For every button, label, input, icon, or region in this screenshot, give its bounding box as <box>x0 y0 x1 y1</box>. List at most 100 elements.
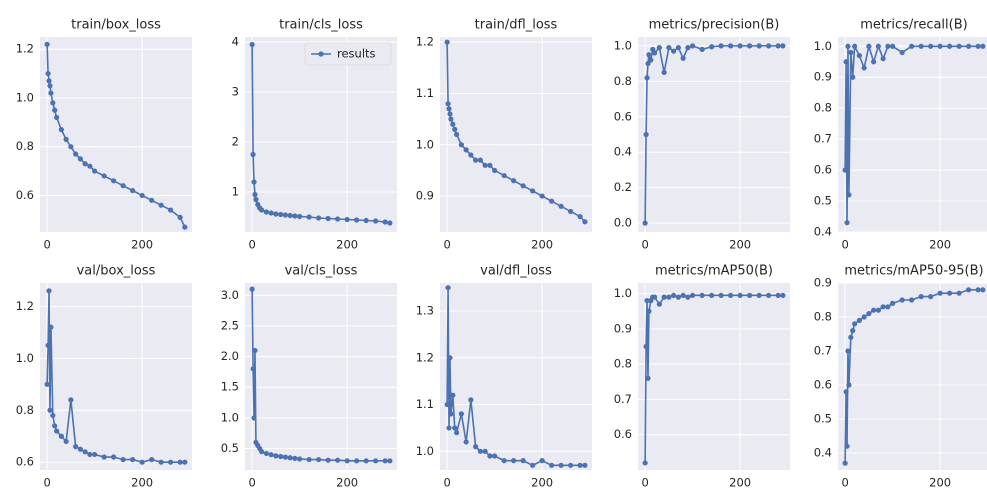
point <box>747 43 753 49</box>
point <box>718 43 724 49</box>
point <box>871 307 877 313</box>
chart-title: metrics/precision(B) <box>649 18 780 33</box>
point <box>842 460 848 466</box>
point <box>325 457 331 463</box>
point <box>273 211 279 217</box>
chart-title: train/dfl_loss <box>475 18 558 33</box>
y-tick-label: 0.6 <box>16 188 34 202</box>
y-tick-label: 0.2 <box>614 180 632 194</box>
point <box>344 458 350 464</box>
point <box>909 297 915 303</box>
point <box>866 311 872 317</box>
point <box>111 178 117 184</box>
point <box>652 50 658 56</box>
point <box>149 457 155 463</box>
point <box>766 43 772 49</box>
point <box>709 44 715 50</box>
x-tick-label: 200 <box>131 238 153 252</box>
point <box>473 157 479 163</box>
x-tick-label: 0 <box>248 476 255 490</box>
chart-title: metrics/mAP50-95(B) <box>844 264 983 279</box>
point <box>520 183 526 189</box>
point <box>335 457 341 463</box>
point <box>685 294 691 300</box>
y-tick-label: 1.2 <box>16 42 34 56</box>
point <box>643 343 649 350</box>
point <box>168 207 174 213</box>
y-tick-label: 1.0 <box>221 410 239 424</box>
point <box>177 459 183 465</box>
point <box>671 48 677 54</box>
y-tick-label: 1.2 <box>16 299 34 313</box>
point <box>675 45 681 51</box>
point <box>956 290 962 296</box>
point <box>120 457 126 463</box>
point <box>446 106 452 112</box>
point <box>666 294 672 300</box>
point <box>648 57 654 63</box>
point <box>856 52 862 59</box>
point <box>292 213 298 219</box>
point <box>68 144 74 150</box>
plot-area <box>838 283 987 470</box>
point <box>909 43 915 49</box>
plot-area <box>440 37 592 232</box>
point <box>477 448 483 454</box>
point <box>92 451 98 458</box>
point <box>139 459 145 465</box>
point <box>646 52 652 58</box>
x-tick-label: 0 <box>641 476 648 490</box>
y-tick-label: 0.6 <box>814 163 832 177</box>
point <box>492 453 498 459</box>
point <box>487 162 493 168</box>
plot-area <box>40 37 192 232</box>
point <box>58 127 64 133</box>
point <box>756 43 762 49</box>
point <box>947 43 953 49</box>
legend-box <box>304 42 392 66</box>
point <box>46 78 52 84</box>
point <box>558 462 564 468</box>
point <box>690 43 696 49</box>
point <box>251 415 257 421</box>
point <box>63 136 69 142</box>
chart-title: metrics/recall(B) <box>860 18 967 33</box>
point <box>454 131 460 138</box>
point <box>306 456 312 463</box>
point <box>477 157 483 163</box>
y-tick-label: 1.0 <box>814 39 832 53</box>
y-tick-label: 0.8 <box>814 310 832 324</box>
point <box>937 290 943 296</box>
point <box>448 411 454 417</box>
point <box>250 151 256 158</box>
point <box>45 70 51 77</box>
x-tick-label: 200 <box>531 238 553 252</box>
point <box>382 458 388 464</box>
point <box>501 172 507 179</box>
point <box>139 192 145 199</box>
point <box>850 328 856 334</box>
point <box>852 321 858 327</box>
y-tick-label: 0.9 <box>614 321 632 335</box>
point <box>446 425 452 431</box>
point <box>268 452 274 458</box>
point <box>966 287 972 293</box>
point <box>316 456 322 463</box>
point <box>468 152 474 158</box>
point <box>58 433 64 439</box>
point <box>956 43 962 49</box>
point <box>354 217 360 223</box>
y-tick-label: 0.0 <box>614 216 632 230</box>
point <box>278 453 284 460</box>
point <box>520 458 526 464</box>
plot-area <box>638 37 790 232</box>
point <box>168 459 174 465</box>
point <box>845 43 851 49</box>
point <box>852 43 858 49</box>
point <box>447 355 453 361</box>
point <box>582 462 588 468</box>
chart-title: val/cls_loss <box>285 264 358 279</box>
point <box>382 219 388 225</box>
point <box>297 213 303 220</box>
point <box>130 187 136 194</box>
